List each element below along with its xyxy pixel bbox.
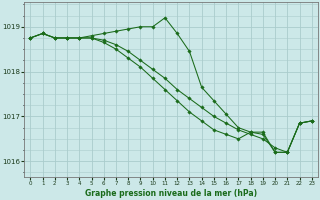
X-axis label: Graphe pression niveau de la mer (hPa): Graphe pression niveau de la mer (hPa) xyxy=(85,189,257,198)
